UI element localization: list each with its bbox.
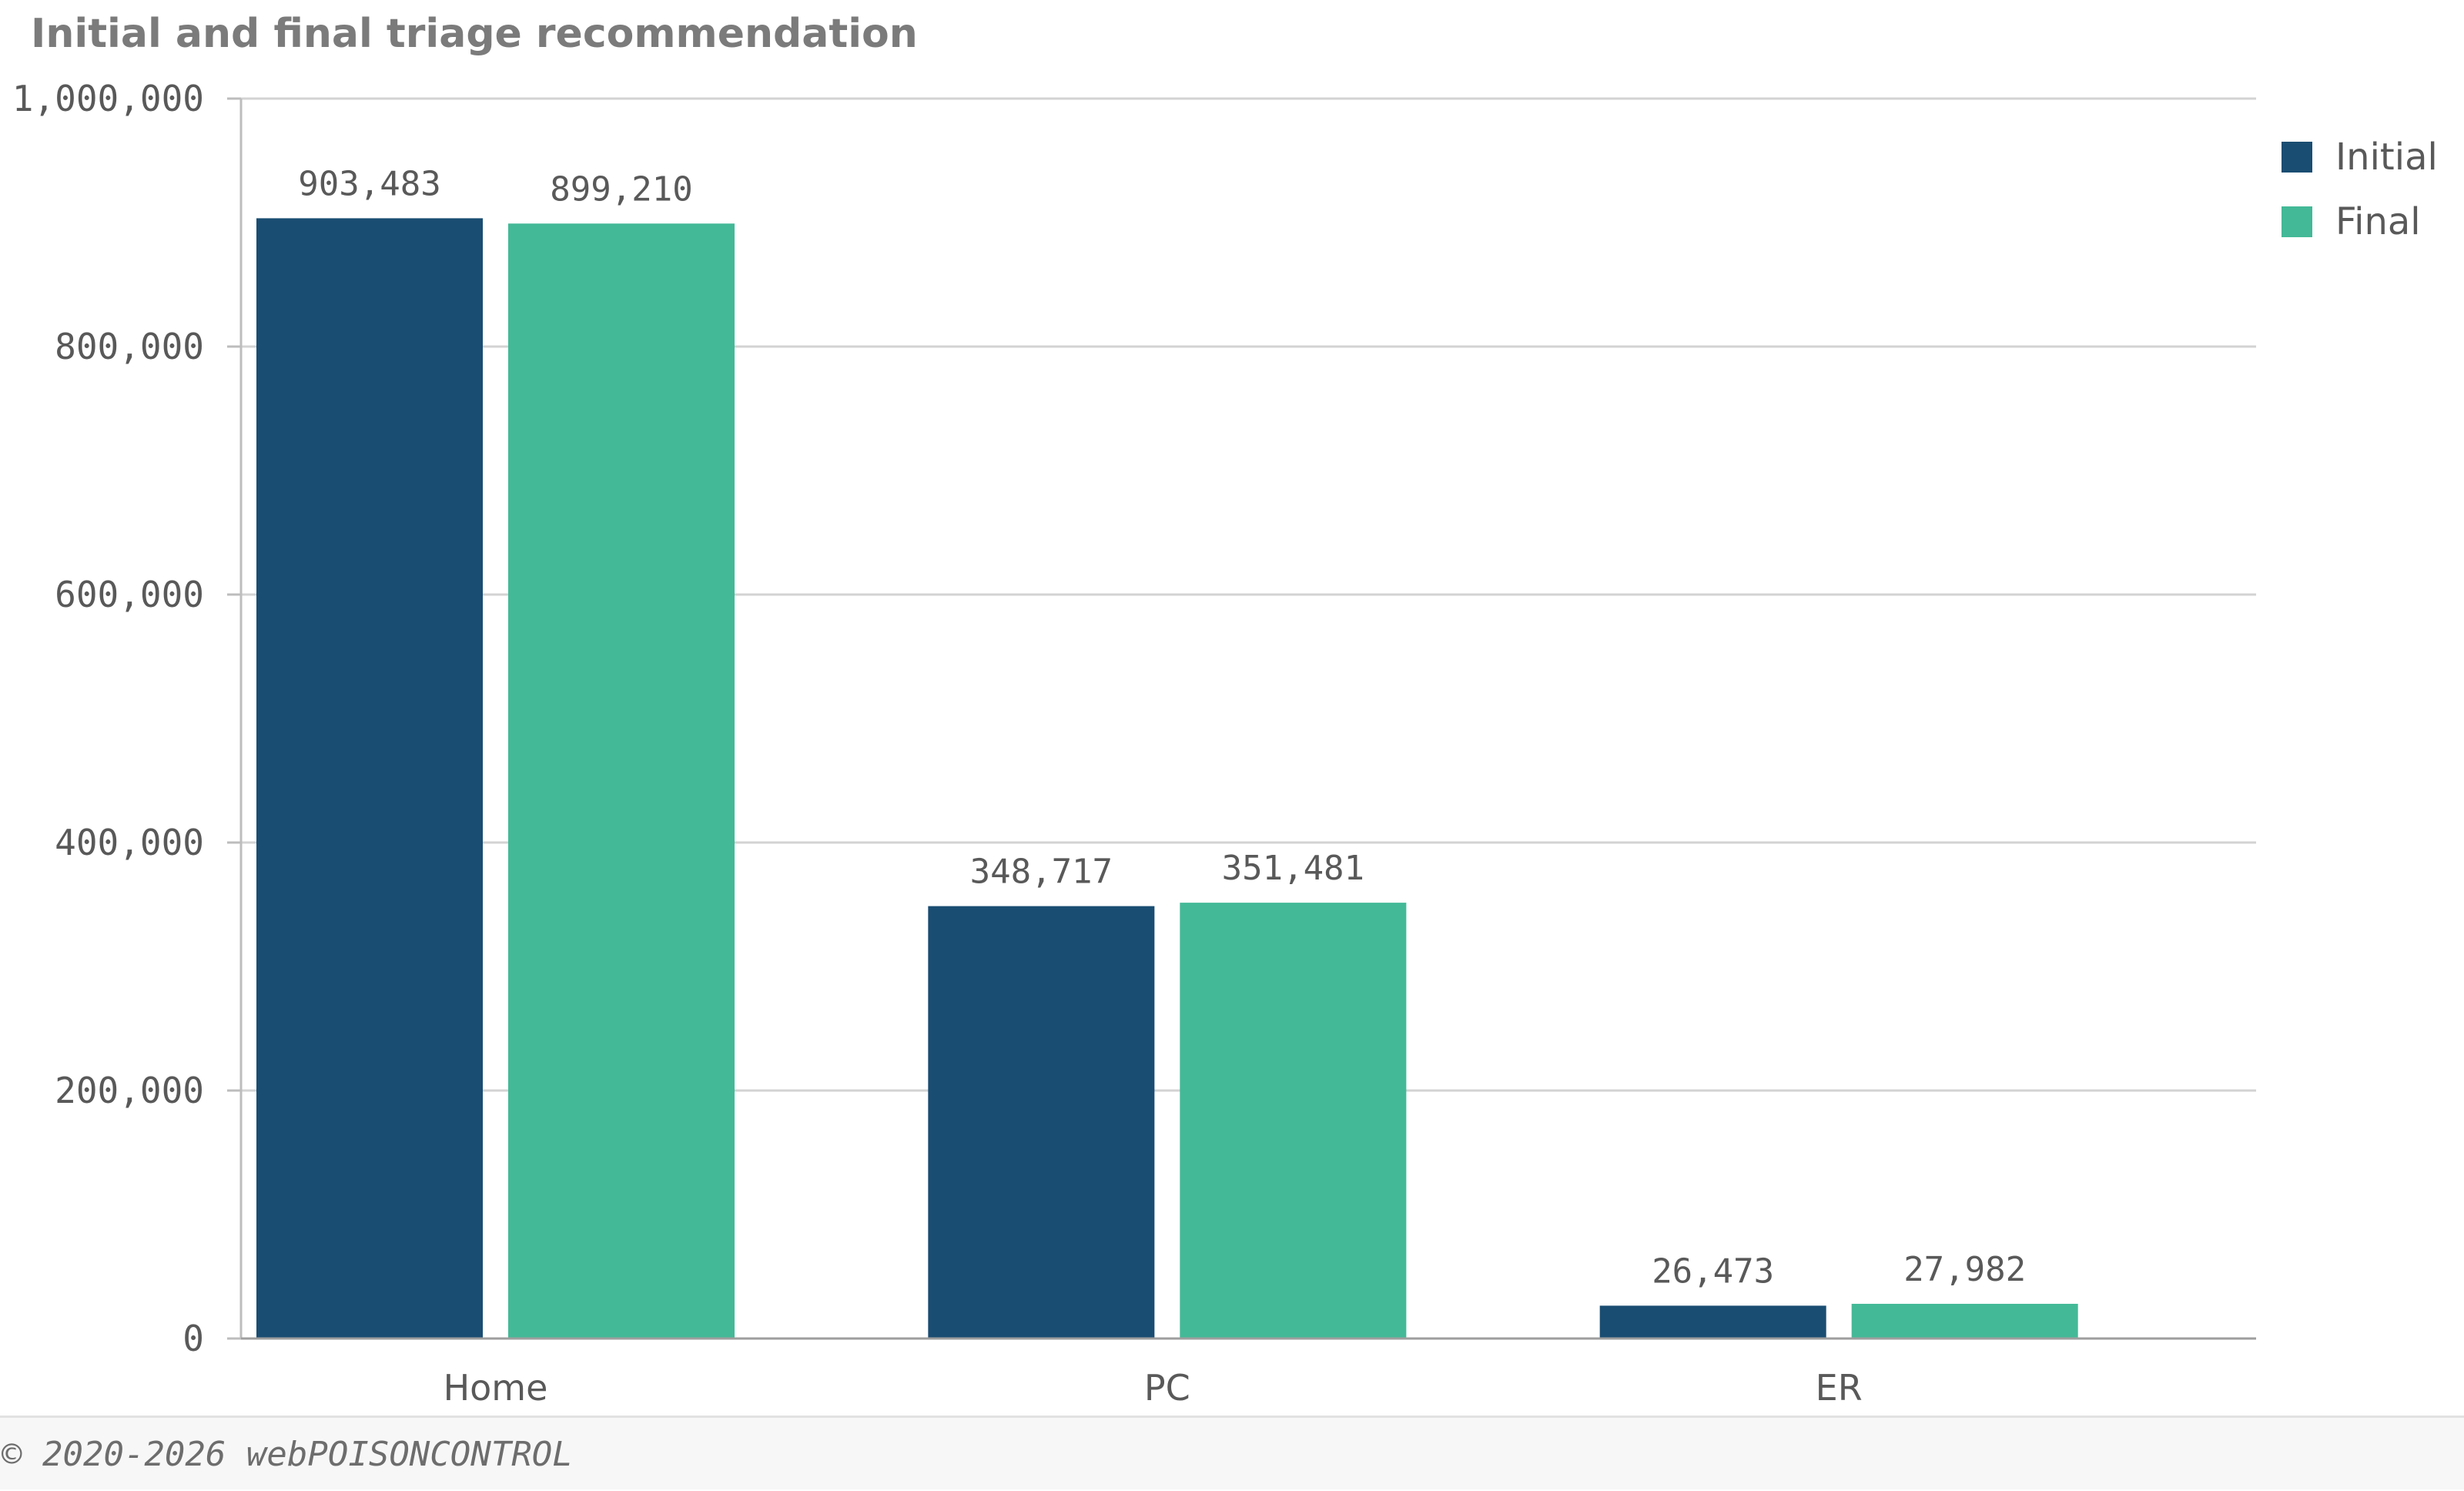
bar-home-final[interactable] [508,223,735,1339]
copyright-text: © 2020-2026 webPOISONCONTROL [2,1435,573,1474]
y-tick-label: 400,000 [55,822,204,863]
bars [256,218,2078,1339]
data-label: 351,481 [1222,849,1364,888]
y-tick-label: 600,000 [55,574,204,615]
legend-item-final[interactable]: Final [2282,189,2438,254]
axes [239,99,2256,1340]
bar-er-final[interactable] [1851,1303,2078,1339]
x-tick-label: Home [444,1367,548,1409]
bar-pc-initial[interactable] [928,906,1155,1339]
bar-chart: 0 200,000 400,000 600,000 800,000 1,000,000 9… [12,78,2256,1409]
bar-er-initial[interactable] [1599,1305,1826,1339]
bar-home-initial[interactable] [256,218,483,1339]
data-label: 26,473 [1652,1251,1774,1291]
legend-swatch-final [2282,206,2312,237]
y-axis-tick-labels: 0 200,000 400,000 600,000 800,000 1,000,000 [12,78,204,1359]
data-label: 903,483 [298,164,440,203]
y-tick-label: 200,000 [55,1070,204,1111]
data-label: 27,982 [1903,1250,2026,1289]
data-label: 348,717 [970,853,1113,892]
x-tick-label: ER [1816,1367,1863,1409]
data-labels: 903,483 899,210 348,717 351,481 26,473 27,982 [298,164,2026,1291]
legend-item-initial[interactable]: Initial [2282,125,2438,189]
y-tick-label: 800,000 [55,326,204,367]
footer: © 2020-2026 webPOISONCONTROL [0,1416,2464,1489]
legend: Initial Final [2282,125,2438,254]
legend-label-initial: Initial [2335,136,2438,179]
legend-label-final: Final [2335,200,2421,243]
y-tick-label: 0 [182,1318,204,1359]
x-tick-label: PC [1144,1367,1190,1409]
y-tick-label: 1,000,000 [12,78,204,119]
legend-swatch-initial [2282,142,2312,173]
x-axis-tick-labels: Home PC ER [444,1367,1863,1409]
chart-title: Initial and final triage recommendation [31,11,918,57]
data-label: 899,210 [550,169,692,209]
bar-pc-final[interactable] [1180,903,1407,1339]
